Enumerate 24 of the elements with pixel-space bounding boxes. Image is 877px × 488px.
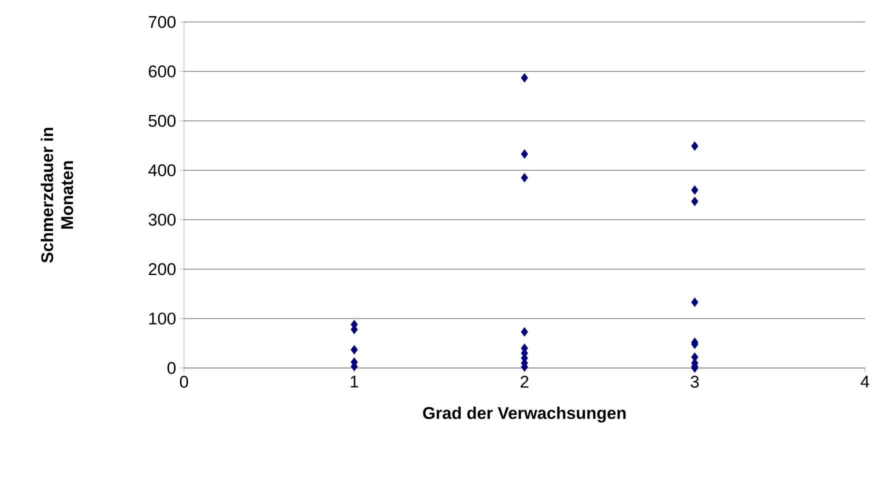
y-tick-label: 500 [148,114,176,127]
x-tick-label: 2 [520,376,528,388]
point [520,173,528,182]
x-axis-title: Grad der Verwachsungen [423,406,626,422]
point [691,298,698,307]
y-tick-label: 0 [167,362,176,374]
y-tick-label: 100 [149,312,176,325]
y-axis-title: Schmerzdauer in Monaten [40,128,74,263]
point [350,345,358,354]
y-tick-label: 200 [148,263,176,276]
point [520,73,528,83]
x-tick-label: 1 [350,376,358,388]
y-tick-label: 700 [148,16,176,28]
point [691,141,698,151]
x-tick-label: 3 [690,376,699,388]
x-tick-label: 4 [860,376,870,388]
point [691,185,698,195]
x-tick-label: 0 [180,376,188,388]
point [520,327,528,337]
point [691,196,698,206]
y-tick-label: 300 [148,214,176,226]
y-tick-label: 600 [148,65,176,78]
point [520,149,528,159]
y-tick-label: 400 [148,164,176,176]
